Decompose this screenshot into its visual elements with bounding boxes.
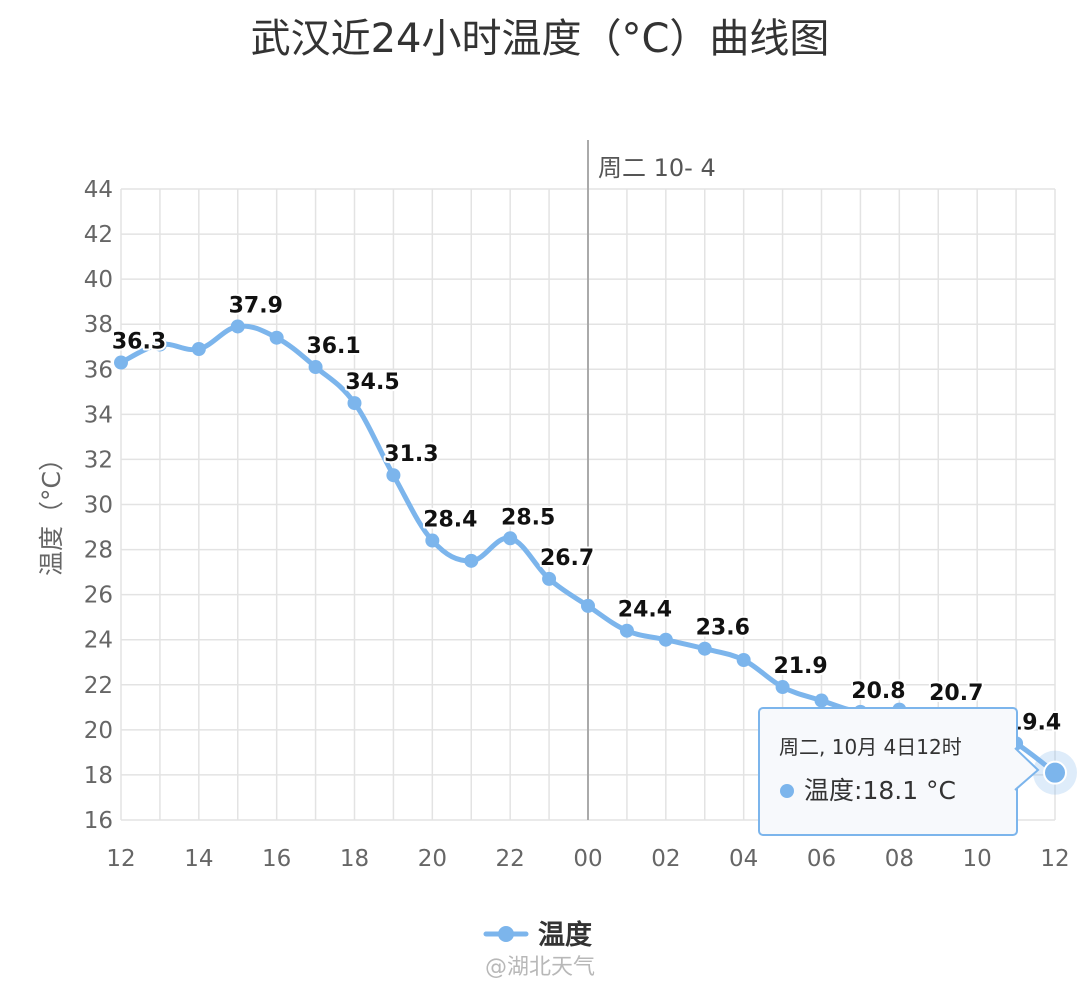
y-axis-label: 温度（°C） (37, 446, 66, 576)
x-tick-label: 14 (184, 846, 213, 872)
y-tick-label: 36 (84, 357, 113, 383)
data-point[interactable] (814, 693, 829, 708)
data-point[interactable] (152, 337, 167, 352)
y-axis-ticks: 16 18 20 22 24 26 28 30 32 34 36 38 40 42 44 (84, 177, 113, 834)
y-tick-label: 40 (84, 267, 113, 293)
x-tick-label: 02 (651, 846, 680, 872)
data-point[interactable] (308, 360, 323, 375)
y-tick-label: 24 (84, 628, 113, 654)
x-tick-label: 06 (807, 846, 836, 872)
data-label: 37.9 (229, 293, 283, 318)
data-label: 36.3 (112, 330, 166, 355)
x-tick-label: 18 (340, 846, 369, 872)
x-tick-label: 08 (885, 846, 914, 872)
data-point[interactable] (269, 330, 284, 345)
y-tick-label: 16 (84, 808, 113, 834)
watermark: @湖北天气 (485, 955, 595, 980)
y-tick-label: 18 (84, 763, 113, 789)
y-tick-label: 26 (84, 583, 113, 609)
chart-title: 武汉近24小时温度（°C）曲线图 (251, 16, 830, 62)
data-point[interactable] (658, 632, 673, 647)
data-point[interactable] (386, 468, 401, 483)
data-point[interactable] (347, 396, 362, 411)
data-label: 23.6 (696, 616, 750, 641)
data-label: 31.3 (384, 442, 438, 467)
data-point[interactable] (775, 680, 790, 695)
tooltip-series-dot (780, 784, 794, 798)
data-label: 28.4 (423, 508, 477, 533)
data-point-highlighted[interactable] (1043, 760, 1067, 785)
y-tick-label: 42 (84, 222, 113, 248)
x-tick-label: 22 (496, 846, 525, 872)
legend[interactable]: 温度 (483, 919, 592, 951)
data-label: 24.4 (618, 598, 672, 623)
tooltip-series-text: 温度:18.1 °C (804, 776, 956, 805)
tooltip-box (758, 707, 1018, 836)
legend-label: 温度 (538, 919, 592, 951)
x-axis-ticks: 12 14 16 18 20 22 00 02 04 06 08 10 12 (106, 846, 1069, 872)
y-tick-label: 20 (84, 718, 113, 744)
x-tick-label: 10 (963, 846, 992, 872)
data-point[interactable] (230, 319, 245, 334)
data-point[interactable] (697, 641, 712, 656)
data-point[interactable] (503, 531, 518, 546)
day-marker-label: 周二 10- 4 (598, 154, 716, 182)
y-tick-label: 22 (84, 673, 113, 699)
data-point[interactable] (542, 571, 557, 586)
data-label: 20.7 (929, 681, 983, 706)
data-point[interactable] (191, 342, 206, 357)
x-tick-label: 16 (262, 846, 291, 872)
tooltip-value: 18.1 °C (862, 776, 956, 805)
x-tick-label: 12 (1040, 846, 1069, 872)
y-tick-label: 38 (84, 312, 113, 338)
data-point[interactable] (425, 533, 440, 548)
legend-marker (498, 926, 514, 942)
tooltip-title: 周二, 10月 4日12时 (779, 735, 962, 759)
x-tick-label: 20 (418, 846, 447, 872)
data-point[interactable] (464, 553, 479, 568)
y-tick-label: 30 (84, 493, 113, 519)
data-label: 36.1 (306, 334, 360, 359)
tooltip-arrow (1014, 747, 1040, 791)
data-point[interactable] (114, 355, 128, 370)
x-tick-label: 04 (729, 846, 758, 872)
data-labels: 36.3 37.9 36.1 34.5 31.3 28.4 28.5 26.7 24.4 23.6… (110, 291, 1063, 737)
tooltip-series-label: 温度: (804, 776, 862, 805)
tooltip: 周二, 10月 4日12时 温度:18.1 °C (758, 707, 1040, 836)
x-tick-label: 00 (573, 846, 602, 872)
data-label: 28.5 (501, 505, 555, 530)
data-point[interactable] (619, 623, 634, 638)
data-label: 26.7 (540, 546, 594, 571)
data-label: 21.9 (773, 654, 827, 679)
data-point[interactable] (581, 598, 595, 613)
y-tick-label: 32 (84, 447, 113, 473)
x-tick-label: 12 (106, 846, 135, 872)
data-label: 34.5 (345, 370, 399, 395)
y-tick-label: 44 (84, 177, 113, 203)
y-tick-label: 28 (84, 538, 113, 564)
data-label: 20.8 (851, 679, 905, 704)
y-tick-label: 34 (84, 402, 113, 428)
data-point[interactable] (736, 652, 751, 667)
